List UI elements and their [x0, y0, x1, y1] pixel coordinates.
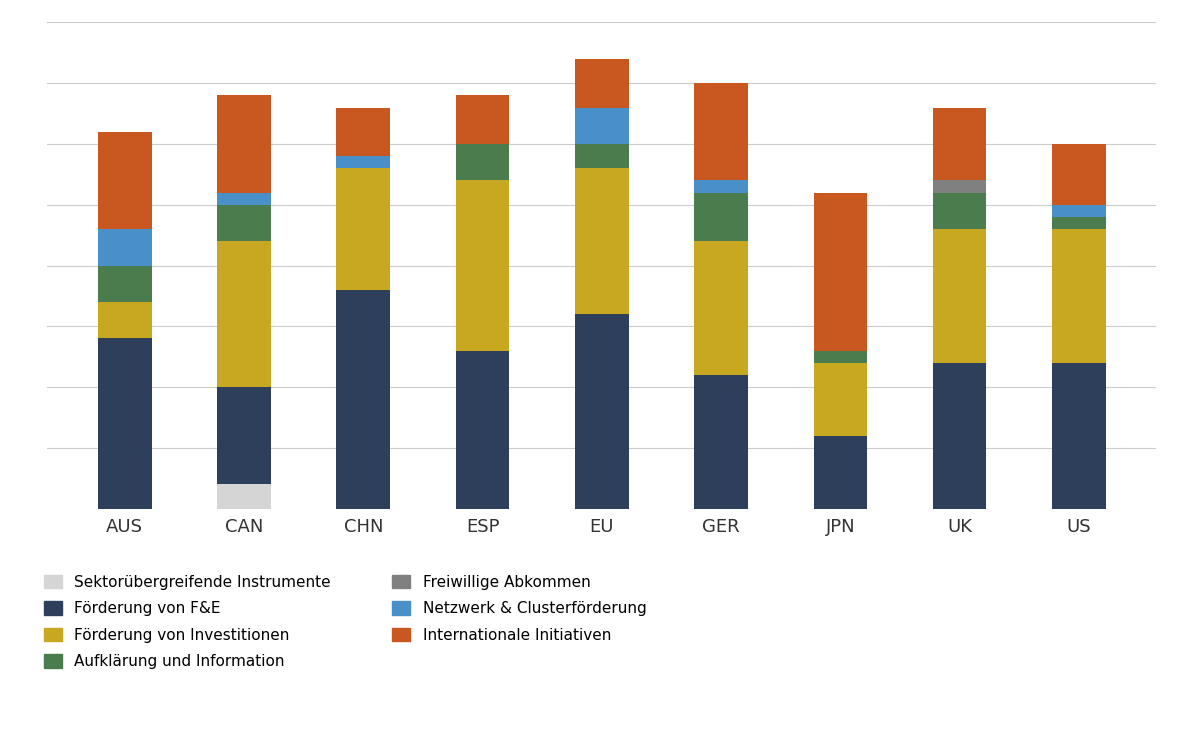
Bar	[336, 168, 391, 289]
Bar	[217, 241, 271, 387]
Bar	[217, 193, 271, 205]
Bar	[694, 193, 748, 241]
Bar	[575, 59, 629, 108]
Bar	[813, 351, 867, 363]
Bar	[217, 387, 271, 485]
Bar	[1053, 205, 1106, 217]
Bar	[455, 180, 510, 351]
Bar	[694, 375, 748, 509]
Bar	[455, 144, 510, 180]
Bar	[575, 108, 629, 144]
Bar	[217, 96, 271, 193]
Bar	[336, 156, 391, 168]
Bar	[694, 83, 748, 180]
Bar	[98, 266, 151, 302]
Bar	[98, 229, 151, 266]
Legend: Sektorübergreifende Instrumente, Förderung von F&E, Förderung von Investitionen,: Sektorübergreifende Instrumente, Förderu…	[44, 574, 647, 669]
Bar	[1053, 363, 1106, 509]
Bar	[1053, 229, 1106, 363]
Bar	[694, 241, 748, 375]
Bar	[932, 363, 986, 509]
Bar	[694, 180, 748, 193]
Bar	[336, 108, 391, 156]
Bar	[813, 363, 867, 435]
Bar	[336, 289, 391, 509]
Bar	[932, 192, 986, 229]
Bar	[932, 229, 986, 363]
Bar	[932, 108, 986, 180]
Bar	[813, 435, 867, 509]
Bar	[575, 168, 629, 314]
Bar	[1053, 217, 1106, 229]
Bar	[98, 338, 151, 509]
Bar	[98, 302, 151, 338]
Bar	[217, 205, 271, 241]
Bar	[813, 193, 867, 351]
Bar	[455, 351, 510, 509]
Bar	[575, 144, 629, 168]
Bar	[1053, 144, 1106, 205]
Bar	[455, 96, 510, 144]
Bar	[217, 485, 271, 509]
Bar	[98, 132, 151, 229]
Bar	[575, 314, 629, 509]
Bar	[932, 180, 986, 193]
